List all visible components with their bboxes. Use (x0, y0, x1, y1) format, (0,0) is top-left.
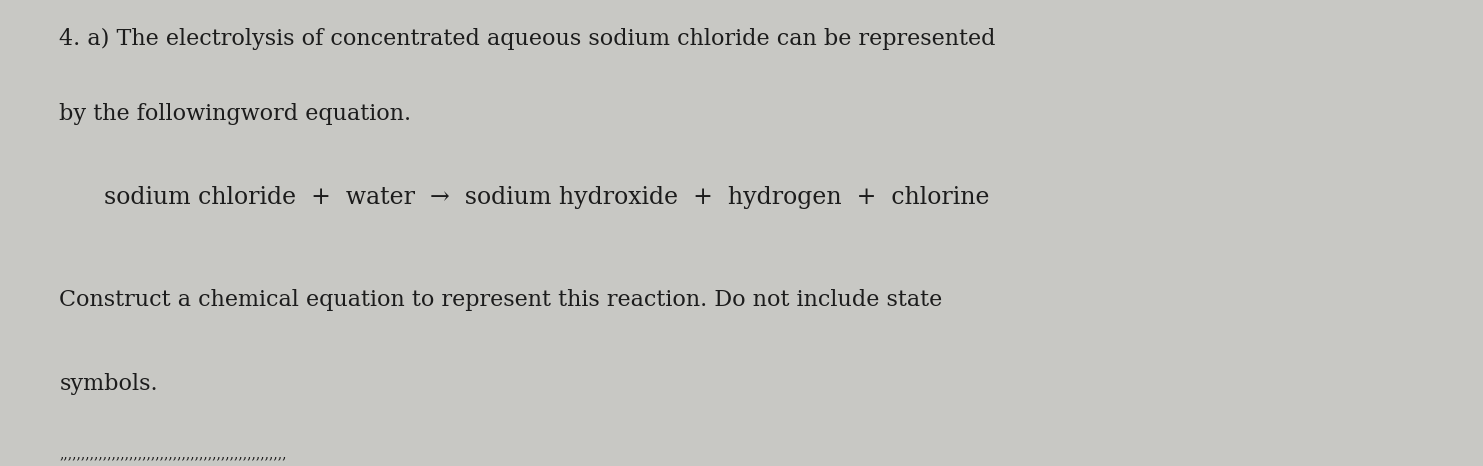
Text: Construct a chemical equation to represent this reaction. Do not include state: Construct a chemical equation to represe… (59, 289, 943, 311)
Text: by the followingword equation.: by the followingword equation. (59, 103, 411, 124)
Text: ,,,,,,,,,,,,,,,,,,,,,,,,,,,,,,,,,,,,,,,,,,,,,,,,,,,,: ,,,,,,,,,,,,,,,,,,,,,,,,,,,,,,,,,,,,,,,,… (59, 447, 286, 461)
Text: sodium chloride  +  water  →  sodium hydroxide  +  hydrogen  +  chlorine: sodium chloride + water → sodium hydroxi… (104, 186, 989, 209)
Text: 4. a) The electrolysis of concentrated aqueous sodium chloride can be represente: 4. a) The electrolysis of concentrated a… (59, 28, 995, 50)
Text: symbols.: symbols. (59, 373, 159, 395)
